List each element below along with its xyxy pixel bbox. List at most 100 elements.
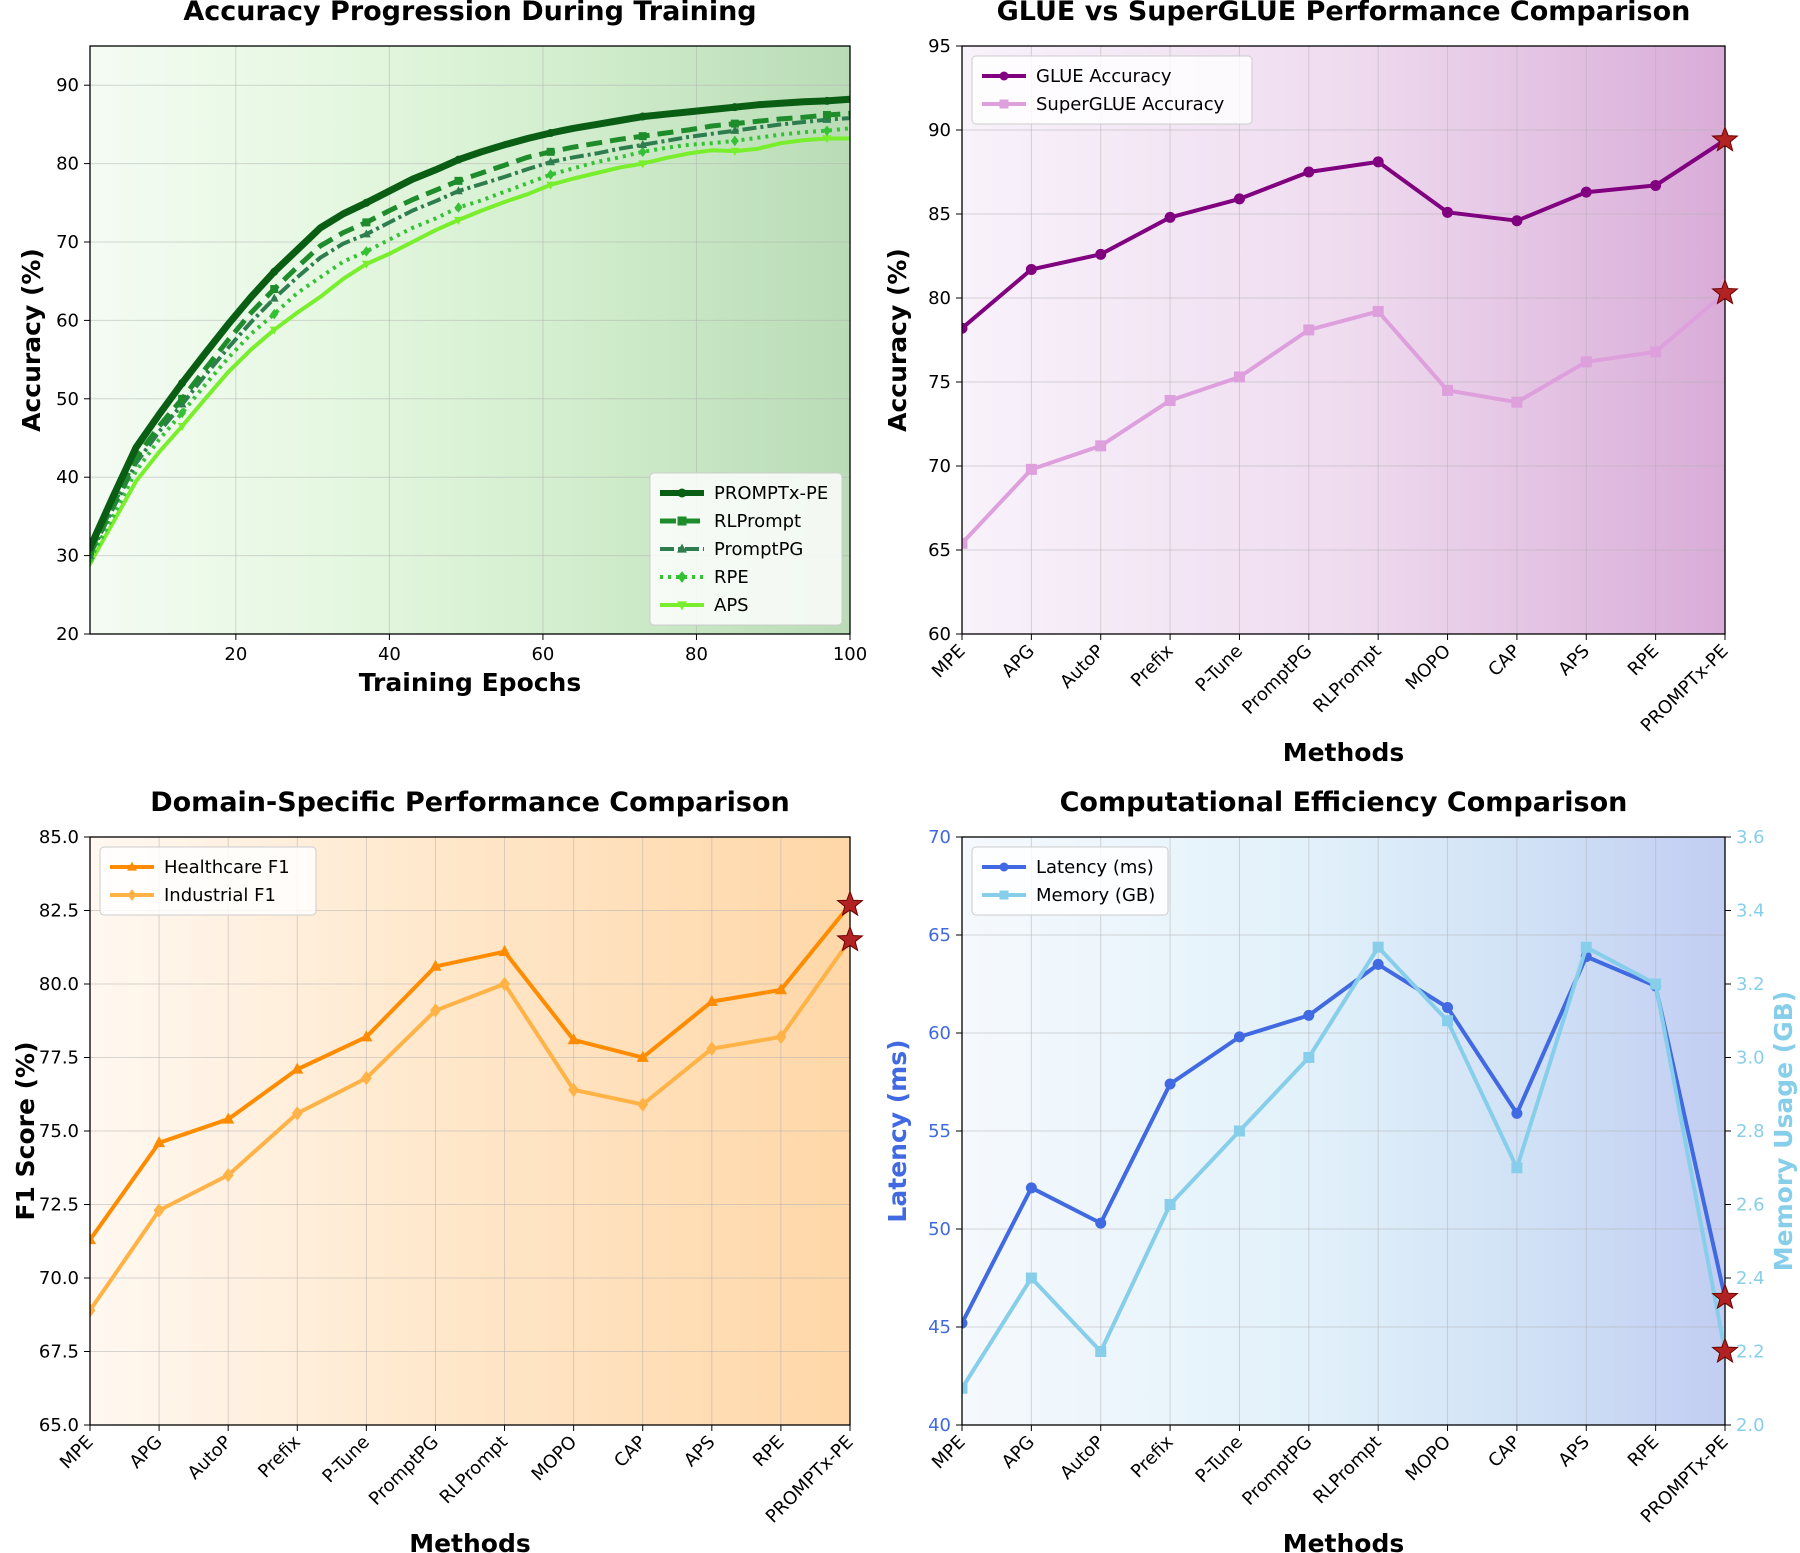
point-promptx-pe xyxy=(730,103,739,112)
point-rpe xyxy=(362,246,371,257)
point-industrial-f1 xyxy=(153,1203,165,1218)
tick-label-y: 70.0 xyxy=(39,1268,79,1289)
highlight-star-healthcare-f1 xyxy=(836,890,864,917)
tick-label-y: 75 xyxy=(928,372,951,393)
point-latency-ms xyxy=(1233,1031,1245,1043)
series-line-promptpg xyxy=(90,116,850,557)
point-rpe xyxy=(638,146,647,158)
chart-title: Accuracy Progression During Training xyxy=(183,0,756,27)
point-glue-accuracy xyxy=(1233,193,1245,205)
series-group xyxy=(962,138,1725,549)
tick-label-rpe: RPE xyxy=(749,1432,788,1471)
point-superglue-accuracy xyxy=(1025,463,1037,475)
point-glue-accuracy xyxy=(1372,156,1384,168)
tick-label-x: 80 xyxy=(685,644,708,665)
legend-box xyxy=(99,846,317,916)
point-industrial-f1 xyxy=(568,1082,580,1097)
tick-label-y-right: 3.0 xyxy=(1736,1048,1765,1069)
tick-label-apg: APG xyxy=(126,1432,167,1473)
point-industrial-f1 xyxy=(291,1106,303,1121)
legend-label-superglue-accuracy: SuperGLUE Accuracy xyxy=(1036,94,1225,115)
tick-label-promptpg: PromptPG xyxy=(365,1432,443,1510)
tick-label-p-tune: P-Tune xyxy=(1192,641,1247,696)
tick-label-y: 55 xyxy=(928,1121,951,1142)
point-superglue-accuracy xyxy=(1303,324,1315,336)
legend-marker-aps xyxy=(677,601,687,611)
tick-label-rlprompt: RLPrompt xyxy=(1309,641,1385,717)
legend-marker-memory-gb xyxy=(999,890,1009,900)
tick-label-y: 85 xyxy=(928,204,951,225)
point-rlprompt xyxy=(178,394,187,403)
point-industrial-f1 xyxy=(90,1303,96,1318)
series-line-glue-accuracy xyxy=(962,138,1725,330)
tick-label-cap: CAP xyxy=(610,1432,650,1472)
tick-label-y: 95 xyxy=(928,36,951,57)
legend-box xyxy=(971,846,1169,916)
tick-label-y: 77.5 xyxy=(39,1048,79,1069)
tick-label-p-tune: P-Tune xyxy=(1192,1432,1247,1487)
point-healthcare-f1 xyxy=(222,1112,235,1124)
tick-label-x: 60 xyxy=(531,644,554,665)
point-latency-ms xyxy=(1164,1078,1176,1090)
tick-label-y-right: 3.4 xyxy=(1736,901,1765,922)
point-memory-gb xyxy=(1164,1199,1176,1210)
y-axis-label: Accuracy (%) xyxy=(17,248,46,432)
tick-label-y: 80.0 xyxy=(39,974,79,995)
point-memory-gb xyxy=(1303,1052,1315,1063)
tick-label-mpe: MPE xyxy=(928,1432,970,1474)
tick-label-y: 65.0 xyxy=(39,1415,79,1436)
point-promptx-pe xyxy=(822,96,831,105)
x-axis-label: Methods xyxy=(409,1529,531,1553)
tick-label-apg: APG xyxy=(998,1432,1039,1473)
legend-label-rlprompt: RLPrompt xyxy=(714,511,801,532)
point-memory-gb xyxy=(1025,1272,1037,1284)
point-rlprompt xyxy=(638,132,647,141)
highlight-star-memory-gb xyxy=(1711,1337,1739,1364)
series-line-memory-gb xyxy=(962,945,1725,1390)
highlight-star-glue-accuracy xyxy=(1711,125,1739,152)
point-healthcare-f1 xyxy=(360,1030,373,1042)
legend-label-healthcare-f1: Healthcare F1 xyxy=(164,857,290,878)
point-glue-accuracy xyxy=(1164,211,1176,223)
point-healthcare-f1 xyxy=(153,1136,166,1148)
legend-marker-promptpg xyxy=(677,543,687,553)
series-group xyxy=(962,941,1725,1394)
tick-label-y: 90 xyxy=(56,75,79,96)
plot-frame xyxy=(961,45,1726,635)
legend-label-aps: APS xyxy=(714,595,749,616)
point-industrial-f1 xyxy=(499,976,511,992)
tick-label-promptpg: PromptPG xyxy=(1238,1432,1316,1510)
point-promptpg xyxy=(546,157,556,166)
tick-label-y: 40 xyxy=(928,1415,951,1436)
point-superglue-accuracy xyxy=(1442,384,1454,396)
point-rlprompt xyxy=(90,547,94,556)
tick-label-mpe: MPE xyxy=(56,1432,98,1474)
highlight-star-industrial-f1 xyxy=(836,925,864,952)
point-aps xyxy=(454,216,463,225)
tick-label-prefix: Prefix xyxy=(254,1431,305,1482)
legend-label-industrial-f1: Industrial F1 xyxy=(164,885,276,906)
point-memory-gb xyxy=(962,1382,968,1394)
tick-label-y: 85.0 xyxy=(39,827,79,848)
tick-label-rlprompt: RLPrompt xyxy=(1309,1432,1385,1508)
point-aps xyxy=(638,160,648,169)
tick-label-autop: AutoP xyxy=(1056,641,1108,693)
series-group xyxy=(90,95,850,569)
tick-label-cap: CAP xyxy=(1484,641,1524,681)
point-glue-accuracy xyxy=(1580,186,1592,198)
point-healthcare-f1 xyxy=(498,945,511,957)
point-memory-gb xyxy=(1650,978,1662,990)
legend-marker-rlprompt xyxy=(677,516,687,526)
tick-label-mopo: MOPO xyxy=(1402,641,1456,695)
point-superglue-accuracy xyxy=(1650,346,1662,358)
point-superglue-accuracy xyxy=(1372,305,1384,317)
point-rpe xyxy=(730,135,739,147)
tick-label-x: 40 xyxy=(378,644,401,665)
tick-label-apg: APG xyxy=(998,641,1039,682)
chart-training: 20 40 60 80 100 20 30 40 50 60 70 80 90 Accuracy Prog… xyxy=(17,0,867,697)
tick-label-y: 65 xyxy=(928,540,951,561)
x-axis-label: Methods xyxy=(1283,738,1405,767)
